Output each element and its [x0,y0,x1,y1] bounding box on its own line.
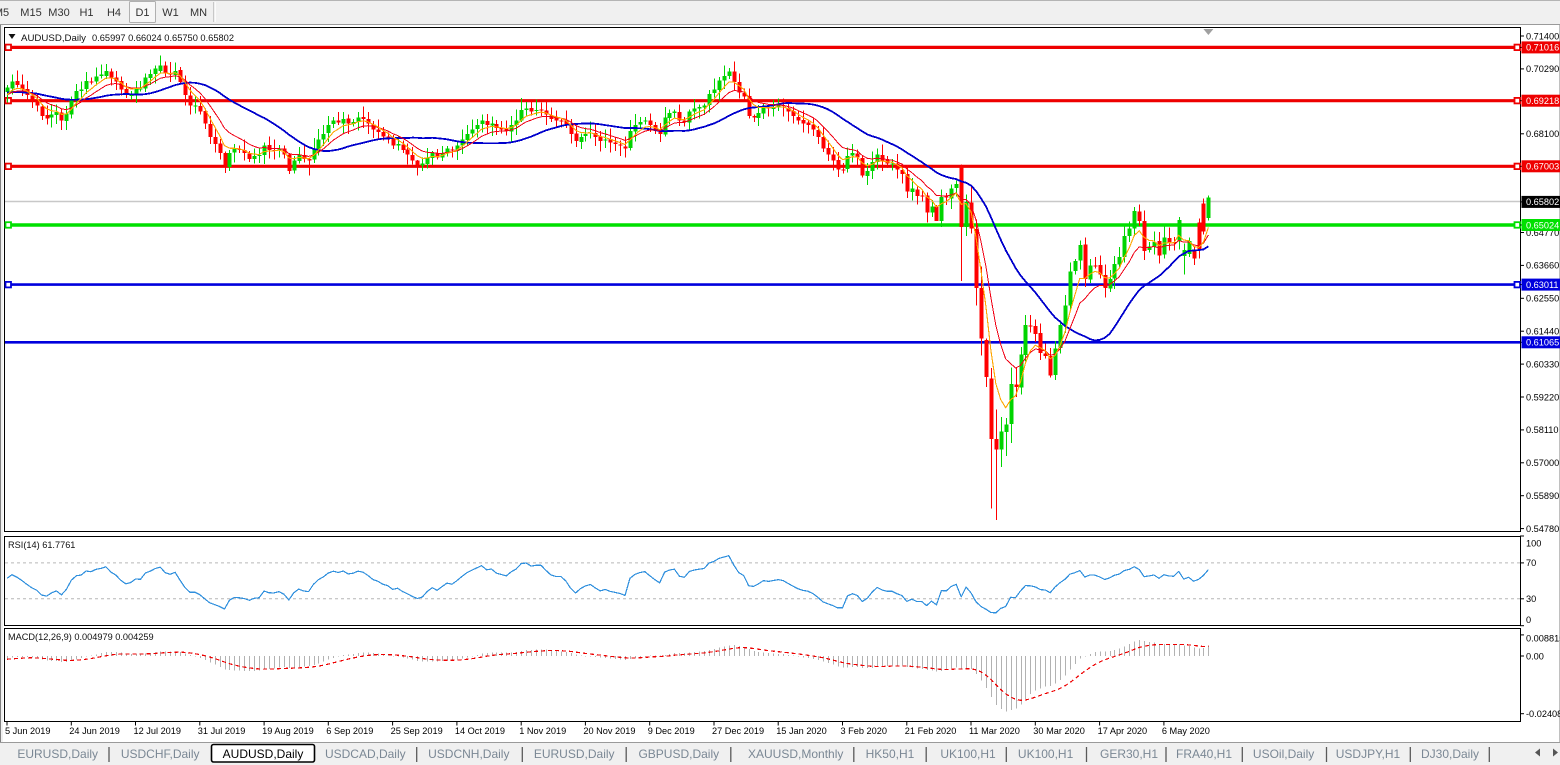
svg-text:HK50,H1: HK50,H1 [866,747,915,761]
svg-text:M30: M30 [48,7,69,19]
svg-text:RSI(14) 61.7761: RSI(14) 61.7761 [8,540,75,550]
svg-text:0.55890: 0.55890 [1526,491,1559,501]
svg-text:-0.02408: -0.02408 [1526,709,1560,719]
svg-text:MN: MN [190,7,207,19]
svg-text:0.65024: 0.65024 [1526,220,1559,230]
svg-text:GBPUSD,Daily: GBPUSD,Daily [638,747,719,761]
svg-text:30 Mar 2020: 30 Mar 2020 [1033,726,1085,736]
svg-text:XAUUSD,Monthly: XAUUSD,Monthly [748,747,843,761]
svg-text:0.63660: 0.63660 [1526,261,1559,271]
svg-text:0.59220: 0.59220 [1526,392,1559,402]
svg-text:DJ30,Daily: DJ30,Daily [1421,747,1479,761]
svg-text:6 May 2020: 6 May 2020 [1162,726,1210,736]
svg-text:31 Jul 2019: 31 Jul 2019 [198,726,246,736]
svg-text:EURUSD,Daily: EURUSD,Daily [17,747,98,761]
svg-text:USOil,Daily: USOil,Daily [1253,747,1314,761]
svg-text:0.68100: 0.68100 [1526,129,1559,139]
svg-text:FRA40,H1: FRA40,H1 [1176,747,1232,761]
svg-text:27 Dec 2019: 27 Dec 2019 [712,726,764,736]
svg-text:AUDUSD,Daily: AUDUSD,Daily [21,33,86,44]
svg-text:0.008815: 0.008815 [1526,633,1560,643]
svg-text:0.57000: 0.57000 [1526,458,1559,468]
svg-text:70: 70 [1526,558,1536,568]
svg-text:0.61440: 0.61440 [1526,327,1559,337]
svg-text:USDCNH,Daily: USDCNH,Daily [428,747,509,761]
svg-text:0.65997 0.66024 0.65750 0.6580: 0.65997 0.66024 0.65750 0.65802 [92,33,234,44]
svg-text:12 Jul 2019: 12 Jul 2019 [134,726,182,736]
svg-text:M5: M5 [0,7,9,19]
svg-text:0.69218: 0.69218 [1526,96,1559,106]
svg-text:21 Feb 2020: 21 Feb 2020 [905,726,957,736]
svg-text:H1: H1 [79,7,93,19]
svg-text:15 Jan 2020: 15 Jan 2020 [776,726,827,736]
svg-text:14 Oct 2019: 14 Oct 2019 [455,726,505,736]
svg-text:9 Dec 2019: 9 Dec 2019 [648,726,695,736]
svg-text:0.62550: 0.62550 [1526,294,1559,304]
svg-text:0.63011: 0.63011 [1526,280,1559,290]
svg-text:25 Sep 2019: 25 Sep 2019 [391,726,443,736]
svg-text:0.54780: 0.54780 [1526,524,1559,534]
svg-text:0: 0 [1526,615,1531,625]
svg-text:0.64770: 0.64770 [1526,228,1559,238]
svg-text:D1: D1 [135,7,149,19]
svg-text:17 Apr 2020: 17 Apr 2020 [1098,726,1148,736]
svg-text:GER30,H1: GER30,H1 [1100,747,1158,761]
svg-text:0.70290: 0.70290 [1526,64,1559,74]
svg-text:100: 100 [1526,538,1541,548]
svg-text:USDJPY,H1: USDJPY,H1 [1336,747,1401,761]
svg-text:11 Mar 2020: 11 Mar 2020 [969,726,1020,736]
svg-text:0.65802: 0.65802 [1526,197,1559,207]
svg-text:1 Nov 2019: 1 Nov 2019 [519,726,566,736]
svg-text:6 Sep 2019: 6 Sep 2019 [326,726,373,736]
svg-text:0.71016: 0.71016 [1526,43,1559,53]
svg-text:W1: W1 [162,7,179,19]
svg-text:19 Aug 2019: 19 Aug 2019 [262,726,314,736]
svg-text:H4: H4 [107,7,121,19]
svg-text:AUDUSD,Daily: AUDUSD,Daily [223,747,304,761]
svg-text:M15: M15 [20,7,41,19]
svg-text:0.00: 0.00 [1526,651,1544,661]
svg-text:0.67003: 0.67003 [1526,162,1559,172]
svg-text:0.60330: 0.60330 [1526,359,1559,369]
svg-text:USDCAD,Daily: USDCAD,Daily [325,747,406,761]
svg-text:0.58110: 0.58110 [1526,425,1559,435]
svg-text:UK100,H1: UK100,H1 [1018,747,1074,761]
svg-text:USDCHF,Daily: USDCHF,Daily [121,747,200,761]
svg-text:0.71400: 0.71400 [1526,31,1559,41]
svg-text:MACD(12,26,9) 0.004979 0.00425: MACD(12,26,9) 0.004979 0.004259 [8,632,154,642]
svg-text:UK100,H1: UK100,H1 [940,747,996,761]
svg-text:20 Nov 2019: 20 Nov 2019 [583,726,635,736]
svg-text:3 Feb 2020: 3 Feb 2020 [841,726,888,736]
svg-text:30: 30 [1526,594,1536,604]
svg-text:24 Jun 2019: 24 Jun 2019 [69,726,120,736]
svg-text:0.61065: 0.61065 [1526,338,1559,348]
svg-text:5 Jun 2019: 5 Jun 2019 [5,726,50,736]
svg-text:EURUSD,Daily: EURUSD,Daily [534,747,615,761]
